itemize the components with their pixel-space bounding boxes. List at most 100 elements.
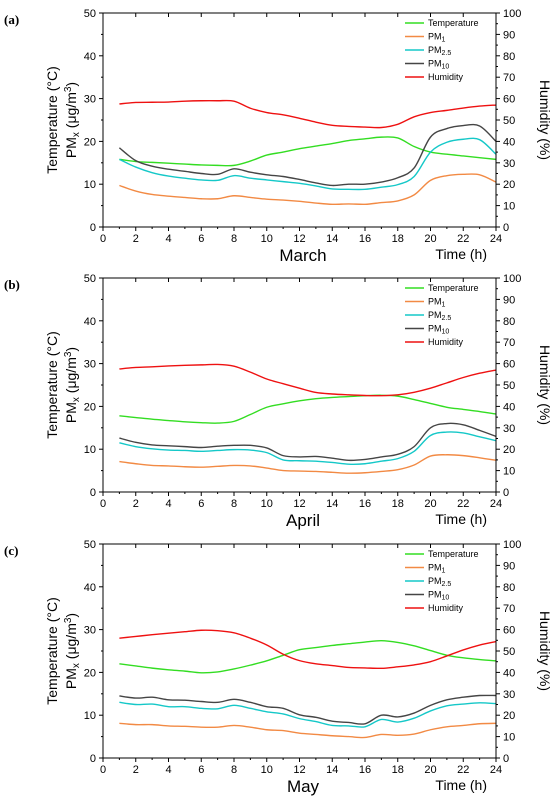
y-left-axis-label-pm: PMx (μg/m3) (63, 347, 82, 423)
x-tick-label: 20 (424, 764, 436, 776)
series-line (119, 136, 497, 167)
legend-label: PM2.5 (428, 45, 451, 57)
y-left-tick-label: 50 (84, 8, 96, 20)
y-left-tick-label: 20 (84, 401, 96, 413)
y-right-tick-label: 90 (503, 29, 515, 41)
y-left-axis-label: Temperature (°C) (44, 597, 60, 705)
y-right-tick-label: 50 (503, 380, 515, 392)
series-line (119, 694, 497, 725)
y-right-tick-label: 100 (503, 539, 521, 551)
legend-label: PM1 (428, 297, 446, 309)
y-left-tick-label: 50 (84, 273, 96, 285)
x-tick-label: 24 (490, 498, 502, 510)
y-right-tick-label: 20 (503, 444, 515, 456)
x-tick-label: 24 (490, 764, 502, 776)
y-left-tick-label: 30 (84, 359, 96, 371)
y-left-tick-label: 0 (90, 222, 96, 234)
chart-panel: (c)0 2 4 6 8 10 12 14 16 18 20 22 240102030405001020… (4, 539, 550, 796)
y-right-axis-label: Humidity (%) (537, 611, 550, 691)
y-left-axis-label: Temperature (°C) (44, 66, 60, 174)
x-tick-label: 18 (392, 233, 404, 245)
y-right-tick-label: 0 (503, 487, 509, 499)
legend-label: Humidity (428, 337, 464, 347)
y-right-tick-label: 100 (503, 8, 521, 20)
series-line (119, 640, 497, 674)
series-line (118, 123, 497, 187)
x-tick-label: 22 (457, 764, 469, 776)
x-tick-label: 0 (100, 233, 106, 245)
x-tick-label: 6 (198, 498, 204, 510)
series-line (119, 394, 497, 424)
y-right-tick-label: 10 (503, 201, 515, 213)
y-left-tick-label: 0 (90, 487, 96, 499)
x-tick-label: 16 (359, 498, 371, 510)
legend-label: PM2.5 (428, 310, 451, 322)
x-tick-label: 20 (424, 233, 436, 245)
y-right-tick-label: 80 (503, 582, 515, 594)
chart-panel: (b)0 2 4 6 8 10 12 14 16 18 20 22 240102030405001020… (4, 273, 550, 530)
y-left-tick-label: 50 (84, 539, 96, 551)
y-left-tick-label: 10 (84, 179, 96, 191)
x-tick-label: 2 (133, 498, 139, 510)
legend-label: PM10 (428, 59, 449, 71)
x-tick-label: 20 (424, 498, 436, 510)
y-right-tick-label: 50 (503, 115, 515, 127)
y-right-tick-label: 90 (503, 294, 515, 306)
series-line (119, 99, 497, 129)
x-tick-label: 14 (326, 498, 338, 510)
x-tick-label: 6 (198, 764, 204, 776)
x-axis-label: Time (h) (435, 246, 487, 262)
chart-title: May (287, 777, 320, 796)
y-left-tick-label: 40 (84, 316, 96, 328)
y-right-axis-label: Humidity (%) (537, 80, 550, 160)
x-tick-label: 6 (198, 233, 204, 245)
x-tick-label: 22 (457, 498, 469, 510)
y-left-tick-label: 20 (84, 667, 96, 679)
series-line (119, 722, 497, 739)
x-axis-label: Time (h) (435, 777, 487, 793)
chart-title: April (286, 511, 320, 530)
series-line (119, 422, 497, 462)
y-right-tick-label: 40 (503, 401, 515, 413)
legend-label: PM10 (428, 324, 449, 336)
y-right-tick-label: 60 (503, 94, 515, 106)
legend-label: PM2.5 (428, 576, 451, 588)
y-right-tick-label: 30 (503, 423, 515, 435)
y-right-tick-label: 10 (503, 732, 515, 744)
x-tick-label: 4 (165, 764, 171, 776)
x-tick-label: 14 (326, 764, 338, 776)
x-tick-label: 2 (133, 233, 139, 245)
y-left-tick-label: 10 (84, 710, 96, 722)
y-right-tick-label: 100 (503, 273, 521, 285)
y-right-tick-label: 10 (503, 466, 515, 478)
panel-label: (b) (4, 277, 20, 292)
y-right-tick-label: 60 (503, 625, 515, 637)
chart-title: March (279, 246, 326, 265)
x-tick-label: 8 (231, 764, 237, 776)
y-right-tick-label: 50 (503, 646, 515, 658)
series-line (119, 137, 497, 191)
y-right-axis-label: Humidity (%) (537, 345, 550, 425)
y-right-tick-label: 40 (503, 136, 515, 148)
legend-label: Temperature (428, 18, 479, 28)
y-right-tick-label: 80 (503, 316, 515, 328)
x-tick-label: 18 (392, 764, 404, 776)
y-right-tick-label: 30 (503, 689, 515, 701)
x-tick-label: 2 (133, 764, 139, 776)
y-right-tick-label: 0 (503, 222, 509, 234)
x-tick-label: 12 (293, 233, 305, 245)
x-tick-label: 12 (293, 498, 305, 510)
legend-label: PM1 (428, 563, 446, 575)
y-right-tick-label: 20 (503, 710, 515, 722)
panel-label: (a) (4, 12, 19, 27)
y-left-tick-label: 30 (84, 625, 96, 637)
y-left-tick-label: 30 (84, 94, 96, 106)
y-right-tick-label: 70 (503, 603, 515, 615)
y-right-tick-label: 30 (503, 158, 515, 170)
x-tick-label: 16 (359, 764, 371, 776)
x-tick-label: 0 (100, 498, 106, 510)
y-right-tick-label: 70 (503, 337, 515, 349)
legend-label: PM10 (428, 590, 449, 602)
y-right-tick-label: 80 (503, 51, 515, 63)
